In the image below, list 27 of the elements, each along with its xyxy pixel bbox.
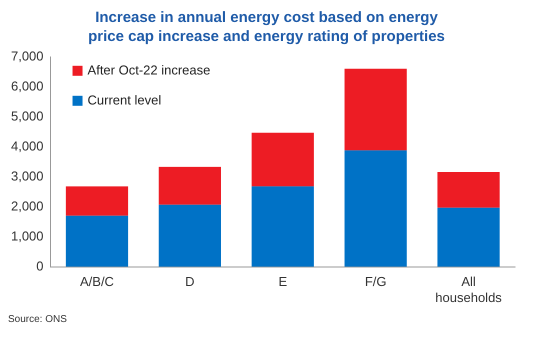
bar — [66, 186, 128, 216]
source-note: Source: ONS — [8, 314, 68, 325]
y-tick-label: 1,000 — [10, 228, 44, 244]
x-tick-label: A/B/C — [80, 274, 114, 290]
bar — [437, 208, 500, 267]
legend-label: After Oct-22 increase — [88, 62, 210, 78]
bar — [66, 216, 128, 267]
bar — [437, 172, 500, 208]
bar — [344, 68, 407, 150]
y-tick-label: 5,000 — [10, 108, 44, 124]
legend-label: Current level — [88, 92, 162, 108]
y-tick-label: 0 — [36, 258, 44, 274]
y-tick-label: 2,000 — [10, 198, 44, 214]
y-tick-label: 3,000 — [10, 168, 44, 184]
x-tick-label: F/G — [364, 274, 386, 290]
bar — [158, 204, 221, 267]
y-tick-label: 6,000 — [10, 78, 44, 94]
y-tick-label: 7,000 — [10, 48, 44, 64]
y-tick-label: 4,000 — [10, 138, 44, 154]
bar — [158, 166, 221, 205]
bar — [344, 150, 407, 267]
x-tick-label: D — [185, 274, 195, 290]
x-tick-label: All households — [435, 274, 502, 305]
x-tick-label: E — [278, 274, 288, 290]
chart-title: Increase in annual energy cost based on energy price cap increase and energy rating of properties — [87, 8, 446, 46]
bar — [252, 132, 314, 186]
bar — [252, 186, 314, 267]
